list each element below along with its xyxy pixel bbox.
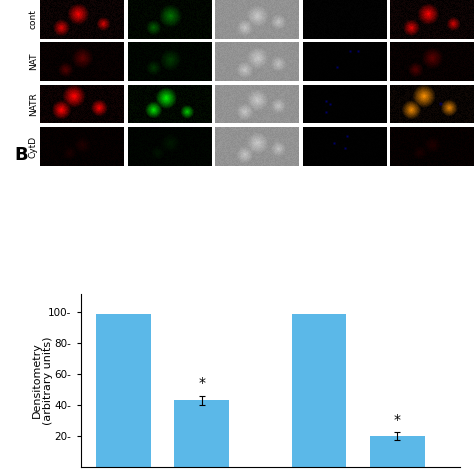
Text: CytD: CytD [29, 136, 38, 158]
Text: *: * [394, 413, 401, 427]
Y-axis label: Densitometry
(arbitrary units): Densitometry (arbitrary units) [32, 336, 54, 425]
Bar [370, 436, 425, 467]
Bar [174, 401, 229, 467]
Text: NAT: NAT [29, 53, 38, 71]
Text: *: * [198, 376, 205, 391]
Bar [292, 314, 346, 467]
Bar [96, 314, 151, 467]
Text: B: B [14, 146, 28, 164]
Text: cont: cont [29, 9, 38, 29]
Text: NATR: NATR [29, 92, 38, 116]
